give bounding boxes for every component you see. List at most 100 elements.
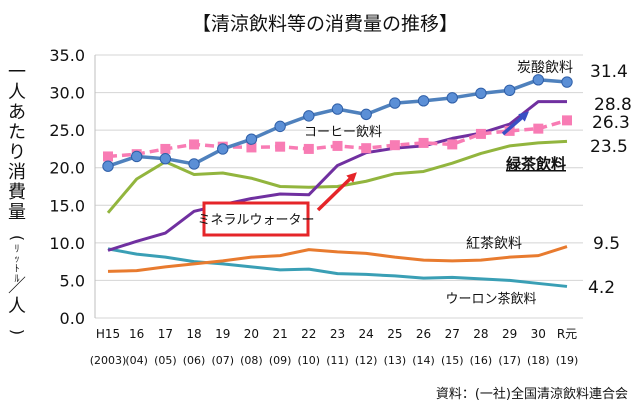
y-label-char: あ bbox=[8, 102, 26, 123]
data-point bbox=[275, 141, 286, 152]
x-tick-year-label: (08) bbox=[240, 354, 263, 367]
y-label-char: り bbox=[8, 142, 26, 163]
y-label-char: 人 bbox=[8, 296, 26, 317]
y-tick-label: 0.0 bbox=[60, 309, 85, 328]
x-tick-year-label: (17) bbox=[498, 354, 521, 367]
y-label-char: ﾘ bbox=[15, 244, 20, 255]
blue-arrow bbox=[501, 111, 530, 136]
series-end-value: 23.5 bbox=[590, 137, 628, 157]
x-tick-year-label: (09) bbox=[269, 354, 292, 367]
data-point bbox=[475, 87, 487, 100]
y-label-char: ｯ bbox=[15, 254, 20, 265]
y-tick-label: 25.0 bbox=[49, 121, 85, 140]
x-tick-year-label: (19) bbox=[556, 354, 579, 367]
y-tick-label: 5.0 bbox=[60, 271, 85, 290]
data-point bbox=[389, 140, 400, 151]
data-point bbox=[189, 139, 200, 150]
x-tick-year-label: (06) bbox=[183, 354, 206, 367]
data-point bbox=[447, 139, 458, 150]
y-label-char: ﾙ bbox=[15, 274, 20, 285]
x-tick-label: 20 bbox=[244, 327, 259, 341]
x-tick-label: 25 bbox=[387, 327, 402, 341]
y-tick-labels: 0.0 5.0 10.0 15.0 20.0 25.0 30.0 35.0 bbox=[49, 46, 85, 328]
x-tick-label: 28 bbox=[473, 327, 488, 341]
x-tick-label: 16 bbox=[129, 327, 144, 341]
y-label-char: た bbox=[8, 122, 26, 143]
y-label-char: 費 bbox=[8, 182, 26, 203]
data-point bbox=[418, 137, 429, 148]
x-tick-label: 17 bbox=[158, 327, 173, 341]
series-end-value: 31.4 bbox=[590, 62, 628, 82]
series-end-value: 26.3 bbox=[592, 113, 630, 133]
series-name-label: 紅茶飲料 bbox=[466, 236, 522, 252]
svg-text:(: ( bbox=[8, 235, 27, 241]
chart-title: 【清涼飲料等の消費量の推移】 bbox=[192, 13, 458, 35]
series-end-value: 28.8 bbox=[594, 95, 632, 115]
series-end-value: 9.5 bbox=[593, 234, 620, 254]
x-tick-label: H15 bbox=[96, 327, 120, 341]
y-label-char: ) bbox=[8, 329, 27, 335]
x-tick-label: 18 bbox=[186, 327, 201, 341]
x-tick-year-label: (2003) bbox=[90, 354, 127, 367]
x-tick-label: 22 bbox=[301, 327, 316, 341]
x-tick-year-label: (15) bbox=[441, 354, 464, 367]
source-note: 資料：(一社)全国清涼飲料連合会 bbox=[436, 386, 628, 402]
series-line bbox=[106, 139, 568, 214]
data-point bbox=[159, 152, 172, 165]
data-point bbox=[532, 74, 545, 86]
mineral-water-callout-text: ミネラルウォーター bbox=[197, 213, 314, 228]
series-name-label: 緑茶飲料 bbox=[506, 155, 566, 173]
red-arrow bbox=[316, 172, 357, 212]
y-label-char: ／ bbox=[8, 276, 26, 297]
data-point bbox=[160, 143, 171, 154]
x-tick-year-label: (10) bbox=[298, 354, 321, 367]
data-point bbox=[446, 92, 458, 104]
data-point bbox=[245, 133, 258, 145]
x-tick-label: 19 bbox=[215, 327, 230, 341]
data-point bbox=[332, 140, 343, 151]
y-tick-label: 15.0 bbox=[49, 196, 85, 215]
data-point bbox=[303, 110, 315, 122]
data-point bbox=[561, 76, 573, 88]
data-point bbox=[533, 123, 544, 134]
x-tick-year-label: (07) bbox=[211, 354, 234, 367]
data-point bbox=[503, 84, 516, 97]
x-tick-year-label: (11) bbox=[326, 354, 349, 367]
x-tick-year-label: (14) bbox=[412, 354, 435, 367]
x-tick-label: 30 bbox=[531, 327, 546, 341]
y-label-char: 量 bbox=[8, 202, 26, 223]
y-tick-label: 30.0 bbox=[49, 84, 85, 103]
data-point bbox=[103, 151, 113, 162]
x-tick-label: 29 bbox=[502, 327, 517, 341]
data-point bbox=[102, 160, 114, 172]
data-point bbox=[389, 97, 401, 109]
series-end-value: 4.2 bbox=[588, 278, 615, 298]
y-label-char: 一 bbox=[8, 62, 26, 83]
data-point bbox=[217, 143, 229, 155]
series-line bbox=[107, 100, 567, 252]
data-point bbox=[274, 120, 286, 133]
x-tick-labels: H15 (2003)16 (04) 17 (05) 18 (06) 19 (07) 20 (08) 2… bbox=[90, 327, 579, 367]
y-tick-label: 20.0 bbox=[49, 159, 85, 178]
data-point bbox=[504, 125, 515, 136]
x-tick-year-label: (12) bbox=[355, 354, 378, 367]
data-point bbox=[475, 128, 486, 139]
x-tick-year-label: (16) bbox=[470, 354, 493, 367]
data-point bbox=[360, 108, 372, 121]
series-line bbox=[107, 245, 568, 273]
data-point bbox=[331, 103, 344, 115]
series-lines bbox=[102, 74, 573, 288]
x-tick-year-label: (04) bbox=[125, 354, 148, 367]
series-name-label: ウーロン茶飲料 bbox=[445, 291, 536, 307]
series-labels: 31.4 炭酸飲料 28.826.3 コーヒー飲料 23.5 緑茶飲料 9.5 紅茶飲料 4.2… bbox=[304, 60, 632, 307]
x-tick-label: 23 bbox=[330, 327, 345, 341]
x-tick-year-label: (05) bbox=[154, 354, 177, 367]
y-label-char: 人 bbox=[8, 82, 26, 103]
y-label-char: ( bbox=[8, 235, 27, 241]
x-tick-label: 24 bbox=[359, 327, 374, 341]
mineral-water-callout-box bbox=[202, 201, 310, 237]
y-label-char: ﾄ bbox=[15, 264, 20, 275]
series-name-label: 炭酸飲料 bbox=[517, 60, 573, 76]
